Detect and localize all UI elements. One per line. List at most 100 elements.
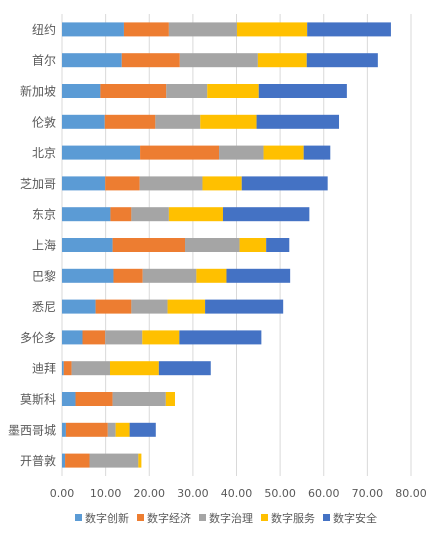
bar-segment (222, 207, 310, 222)
category-label: 墨西哥城 (8, 423, 56, 437)
bar-segment (71, 361, 110, 376)
bar-segment (239, 238, 267, 252)
category-label: 悉尼 (32, 300, 56, 314)
category-label: 迪拜 (32, 362, 56, 376)
bar-segment (205, 299, 284, 314)
bar-segment (165, 392, 175, 406)
bar-segment (62, 22, 124, 37)
bar-segment (179, 53, 258, 68)
x-tick-label: 70.00 (352, 487, 384, 500)
category-label: 芝加哥 (20, 176, 56, 191)
bar-segment (109, 361, 159, 376)
bar-segment (62, 361, 64, 376)
bar-segment (62, 114, 105, 129)
bar-segment (207, 84, 259, 98)
bar-segment (115, 422, 130, 437)
x-tick-label: 10.00 (90, 487, 122, 500)
bar-segment (306, 53, 378, 68)
x-tick-label: 40.00 (221, 487, 253, 500)
bar-segment (65, 453, 90, 468)
bar-segment (226, 268, 291, 283)
bar-segment (89, 453, 139, 468)
bar-segment (62, 422, 66, 437)
legend-swatch (261, 514, 268, 521)
bar-segment (158, 361, 211, 376)
bar-segment (155, 114, 201, 129)
bar-segment (123, 22, 169, 37)
bar-segment (62, 207, 111, 222)
x-tick-label: 30.00 (177, 487, 209, 500)
bar-segment (112, 238, 186, 252)
bar-segment (219, 145, 264, 160)
legend-label: 数字服务 (271, 511, 315, 525)
bar-segment (200, 114, 257, 129)
bar-segment (263, 145, 304, 160)
category-label: 开普敦 (20, 453, 56, 468)
bar-segment (257, 53, 307, 68)
bar-segment (62, 84, 101, 98)
bar-segment (168, 22, 237, 37)
category-label: 新加坡 (20, 84, 56, 99)
bar-segment (82, 330, 106, 345)
bar-segment (236, 22, 308, 37)
legend-swatch (199, 514, 206, 521)
x-tick-label: 20.00 (134, 487, 166, 500)
bar-segment (142, 330, 180, 345)
bar-segment (62, 299, 96, 314)
bar-segment (113, 268, 143, 283)
bars (62, 22, 391, 468)
bar-segment (110, 207, 132, 222)
bar-segment (131, 299, 168, 314)
bar-segment (121, 53, 180, 68)
legend-label: 数字创新 (85, 511, 129, 525)
bar-segment (62, 238, 113, 252)
bar-segment (62, 53, 122, 68)
bar-segment (63, 361, 72, 376)
category-label: 上海 (32, 238, 56, 253)
bar-segment (138, 453, 142, 468)
category-label: 莫斯科 (20, 393, 56, 407)
category-label: 多伦多 (20, 330, 56, 345)
category-label: 纽约 (32, 22, 56, 37)
bar-segment (95, 299, 132, 314)
legend-swatch (137, 514, 144, 521)
legend-swatch (75, 514, 82, 521)
x-tick-label: 50.00 (264, 487, 296, 500)
bar-segment (258, 84, 347, 98)
bar-segment (196, 268, 227, 283)
x-tick-label: 80.00 (395, 487, 427, 500)
bar-segment (62, 453, 66, 468)
bar-segment (104, 114, 156, 129)
bar-segment (179, 330, 262, 345)
bar-segment (62, 330, 83, 345)
category-label: 北京 (32, 146, 56, 160)
bar-segment (256, 114, 340, 129)
bar-segment (62, 145, 141, 160)
bar-segment (303, 145, 331, 160)
bar-segment (129, 422, 156, 437)
bar-segment (105, 176, 140, 191)
x-tick-label: 60.00 (308, 487, 340, 500)
legend-label: 数字安全 (333, 511, 377, 525)
bar-segment (65, 422, 108, 437)
x-tick-labels: 0.00 10.00 20.00 30.00 40.00 50.00 60.00 70.00 8… (50, 487, 427, 500)
bar-segment (266, 238, 290, 252)
bar-segment (105, 330, 143, 345)
bar-segment (107, 422, 116, 437)
bar-segment (168, 207, 223, 222)
bar-segment (307, 22, 391, 37)
bar-segment (166, 84, 208, 98)
bar-segment (241, 176, 328, 191)
x-tick-label: 0.00 (50, 487, 75, 500)
legend-swatch (323, 514, 330, 521)
category-label: 东京 (32, 208, 56, 222)
bar-segment (167, 299, 206, 314)
legend-label: 数字治理 (209, 511, 253, 525)
bar-segment (140, 145, 220, 160)
bar-segment (202, 176, 242, 191)
bar-segment (185, 238, 240, 252)
category-label: 首尔 (32, 53, 56, 68)
category-label: 伦敦 (32, 114, 56, 129)
bar-segment (75, 392, 113, 406)
